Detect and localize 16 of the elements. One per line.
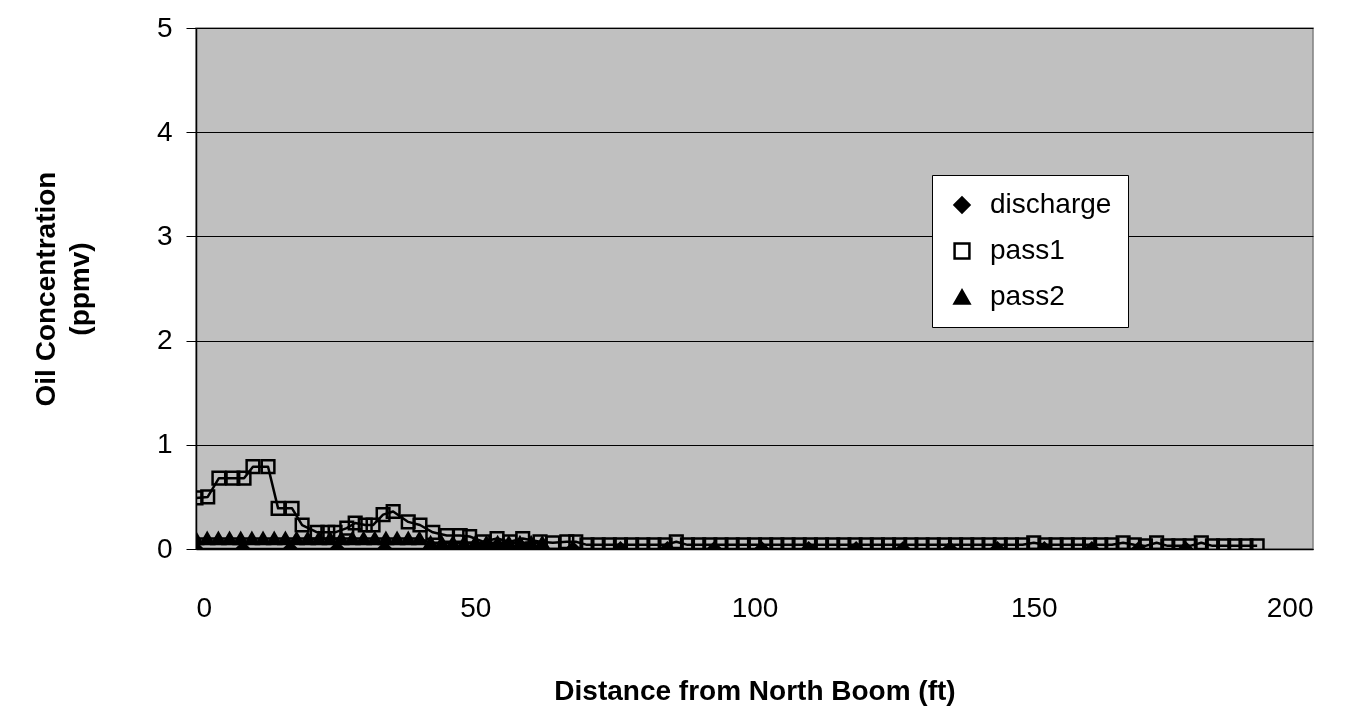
y-tick-label: 1 xyxy=(156,428,173,460)
y-axis-title: Oil Concentration (ppmv) xyxy=(29,171,95,407)
y-tick-label: 3 xyxy=(156,219,173,251)
x-tick-label: 150 xyxy=(1010,591,1058,623)
x-tick-label: 200 xyxy=(1266,591,1314,623)
legend-label: pass1 xyxy=(990,234,1065,265)
y-tick-label: 2 xyxy=(156,324,173,356)
x-axis-title: Distance from North Boom (ft) xyxy=(554,674,956,706)
legend-label: pass2 xyxy=(990,280,1065,311)
legend-label: discharge xyxy=(990,188,1112,219)
x-tick-label: 0 xyxy=(196,591,213,623)
x-tick-label: 50 xyxy=(460,591,492,623)
y-tick-label: 5 xyxy=(156,11,173,43)
y-tick-label: 0 xyxy=(156,532,173,564)
y-tick-label: 4 xyxy=(156,115,173,147)
x-tick-label: 100 xyxy=(731,591,779,623)
